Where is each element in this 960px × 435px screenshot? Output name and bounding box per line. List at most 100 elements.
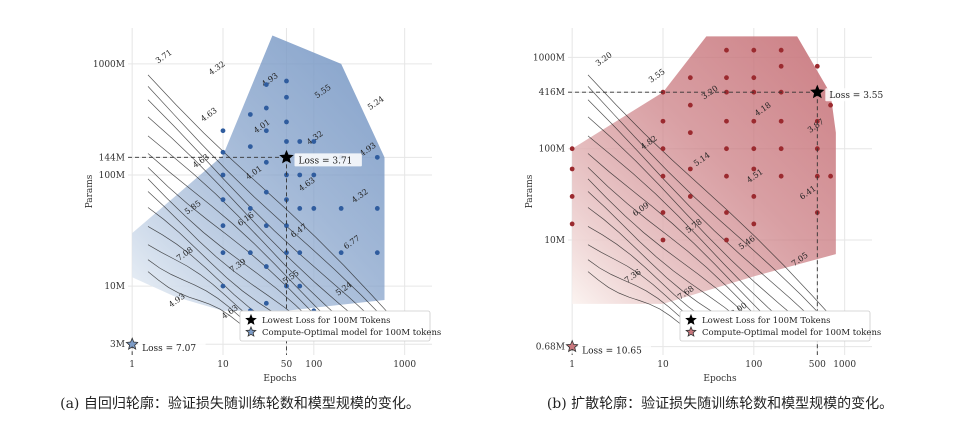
data-point bbox=[724, 89, 729, 95]
y-tick-label: 416M bbox=[539, 88, 565, 98]
contour-line bbox=[147, 259, 253, 328]
data-point bbox=[263, 128, 269, 134]
contour-line bbox=[587, 167, 767, 327]
contour-line bbox=[147, 116, 364, 325]
panel-autoregressive: 3.71 4.32 4.93 5.55 5.24 4.63 4.01 4.32 4.93 4.63… bbox=[60, 28, 441, 412]
data-point bbox=[284, 119, 289, 125]
contour-line bbox=[587, 86, 828, 323]
data-point bbox=[247, 144, 253, 149]
x-tick-label: 10 bbox=[657, 360, 669, 370]
data-point bbox=[569, 194, 575, 199]
contour-line bbox=[587, 116, 804, 325]
x-tick-label: 50 bbox=[281, 360, 293, 370]
loss-surface bbox=[572, 36, 836, 304]
contour-line bbox=[587, 74, 840, 326]
compute-optimal-star bbox=[565, 339, 579, 353]
data-point bbox=[828, 173, 833, 179]
y-tick-label: 100M bbox=[99, 171, 125, 181]
lowest-loss-star bbox=[279, 149, 294, 164]
contour-line bbox=[587, 178, 755, 324]
y-tick-label: 10M bbox=[544, 236, 565, 246]
data-point bbox=[751, 221, 757, 227]
data-point bbox=[778, 118, 784, 124]
data-point bbox=[263, 105, 269, 111]
data-point bbox=[569, 146, 575, 152]
contour-line bbox=[587, 207, 730, 324]
data-point bbox=[778, 47, 784, 53]
data-point bbox=[724, 173, 729, 179]
data-point bbox=[569, 221, 575, 227]
contour-label: 5.24 bbox=[366, 94, 386, 112]
lowest-loss-label: Loss = 3.71 bbox=[298, 156, 352, 166]
data-point bbox=[297, 139, 303, 144]
caption-autoregressive: (a) 自回归轮廓：验证损失随训练轮数和模型规模的变化。 bbox=[60, 396, 420, 412]
y-tick-label: 10M bbox=[104, 282, 125, 292]
data-point bbox=[569, 166, 575, 172]
data-point bbox=[724, 118, 729, 124]
contour-line bbox=[147, 167, 327, 327]
panel-diffusion: 3.20 3.55 3.20 4.18 3.87 4.82 5.14 4.51 6.41 6.09… bbox=[480, 0, 960, 435]
data-point bbox=[724, 237, 729, 243]
data-point bbox=[284, 94, 289, 100]
y-tick-label: 3M bbox=[110, 340, 125, 350]
compute-optimal-label-box bbox=[138, 341, 206, 355]
data-point bbox=[687, 75, 693, 81]
legend-label-lowest: Lowest Loss for 100M Tokens bbox=[262, 316, 391, 326]
data-point bbox=[263, 82, 269, 88]
contour-label: 3.55 bbox=[647, 67, 667, 85]
data-point bbox=[263, 264, 269, 269]
legend-star-lowest bbox=[245, 313, 257, 325]
data-point bbox=[338, 206, 344, 211]
legend-star-compute-optimal bbox=[245, 325, 257, 337]
data-point bbox=[751, 118, 757, 124]
contour-line bbox=[147, 271, 241, 325]
data-point bbox=[220, 283, 226, 289]
legend-label-compute-optimal: Compute-Optimal model for 100M tokens bbox=[702, 328, 881, 338]
data-point bbox=[263, 223, 269, 229]
data-point bbox=[284, 139, 289, 144]
contour-line bbox=[587, 191, 742, 322]
x-tick-label: 100 bbox=[305, 360, 322, 370]
data-point bbox=[311, 172, 317, 178]
contour-label: 4.63 bbox=[199, 106, 219, 124]
data-point bbox=[687, 166, 693, 172]
x-tick-label: 100 bbox=[745, 360, 762, 370]
legend-star-compute-optimal bbox=[685, 325, 697, 337]
data-point bbox=[778, 146, 784, 152]
contour-label: 3.71 bbox=[154, 48, 174, 66]
x-axis-label: Epochs bbox=[703, 374, 737, 384]
data-point bbox=[374, 250, 380, 256]
x-tick-label: 1 bbox=[569, 360, 575, 370]
x-tick-label: 1000 bbox=[833, 360, 856, 370]
data-point bbox=[297, 172, 303, 178]
x-tick-label: 500 bbox=[809, 360, 826, 370]
data-point bbox=[687, 130, 693, 136]
lowest-loss-label: Loss = 3.55 bbox=[829, 91, 883, 101]
contour-line bbox=[147, 135, 351, 328]
lowest-loss-label-box bbox=[825, 88, 893, 102]
legend-label-lowest: Lowest Loss for 100M Tokens bbox=[702, 316, 831, 326]
contour-plot-autoregressive: 3.714.324.935.555.244.634.014.324.934.63… bbox=[85, 28, 441, 384]
data-point bbox=[687, 102, 693, 108]
y-tick-label: 144M bbox=[99, 153, 125, 163]
legend-box bbox=[239, 310, 431, 342]
caption-diffusion: (b) 扩散轮廓：验证损失随训练轮数和模型规模的变化。 bbox=[546, 396, 894, 412]
legend-star-lowest bbox=[685, 313, 697, 325]
data-point bbox=[220, 128, 226, 134]
y-tick-label: 100M bbox=[539, 145, 565, 155]
contour-line bbox=[587, 135, 791, 328]
contour-line bbox=[147, 99, 376, 322]
data-point bbox=[247, 206, 253, 211]
lowest-loss-star bbox=[810, 84, 825, 99]
compute-optimal-label: Loss = 7.07 bbox=[142, 344, 196, 354]
contour-line bbox=[147, 153, 339, 330]
compute-optimal-label: Loss = 10.65 bbox=[582, 347, 642, 357]
contour-line bbox=[147, 207, 290, 324]
data-point bbox=[220, 197, 226, 203]
contour-line bbox=[147, 191, 302, 322]
data-point bbox=[751, 166, 757, 172]
data-point bbox=[660, 118, 666, 124]
data-point bbox=[263, 189, 269, 195]
data-point bbox=[778, 173, 784, 179]
data-point bbox=[751, 75, 757, 81]
